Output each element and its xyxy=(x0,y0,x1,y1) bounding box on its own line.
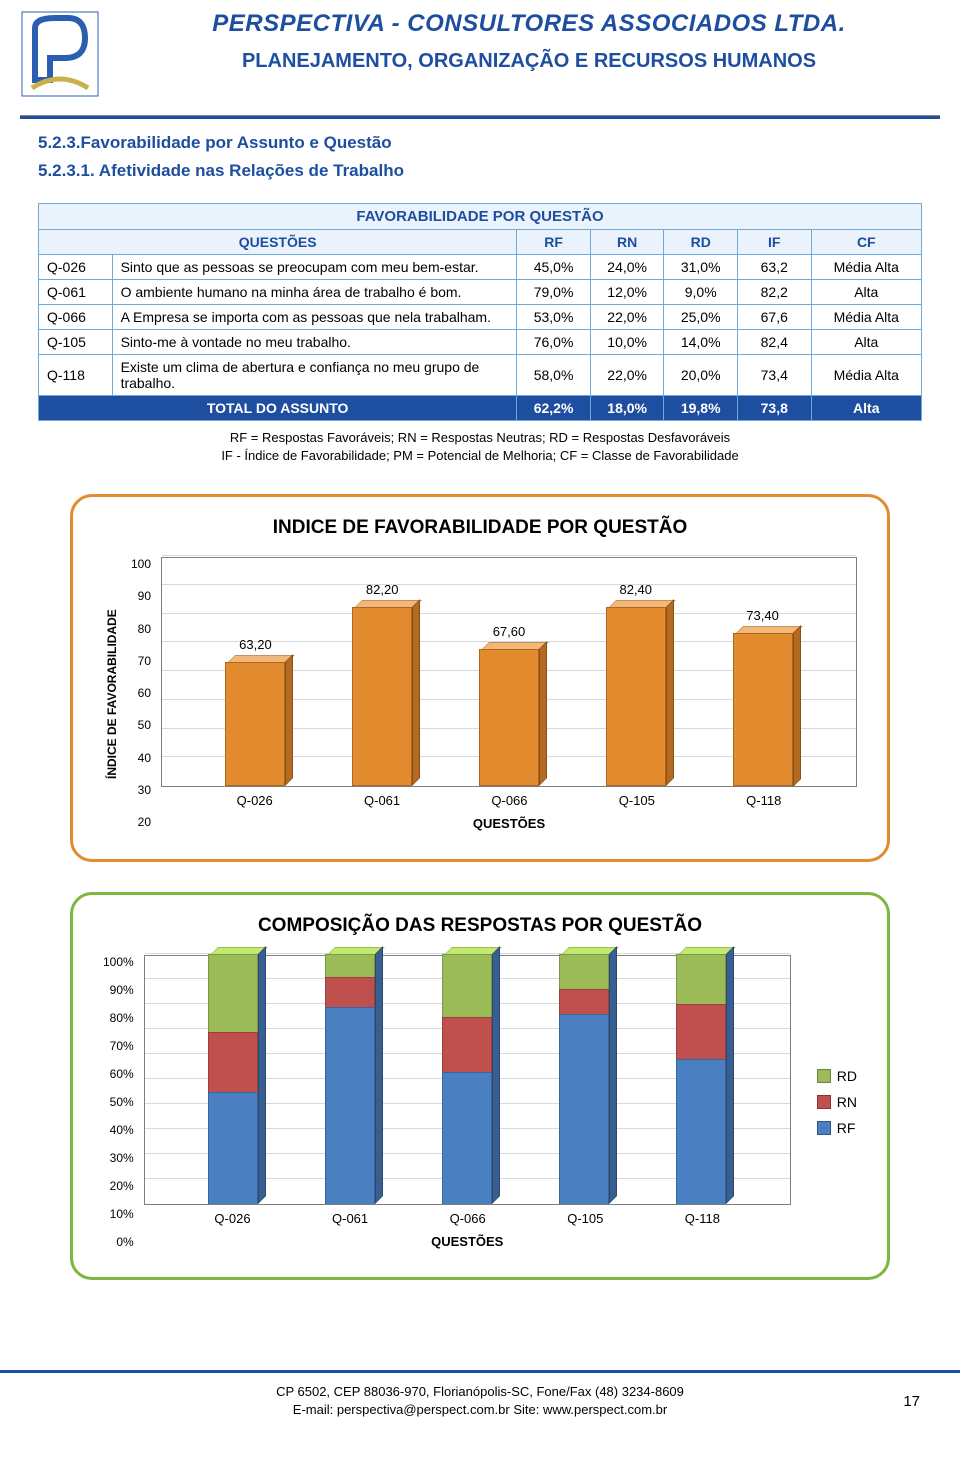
chart1-bar: 67,60 xyxy=(469,649,549,786)
chart2-xlabels: Q-026Q-061Q-066Q-105Q-118 xyxy=(144,1205,791,1226)
chart2-plot xyxy=(144,955,791,1205)
chart-response-composition: COMPOSIÇÃO DAS RESPOSTAS POR QUESTÃO 100… xyxy=(70,892,890,1280)
page-header: PERSPECTIVA - CONSULTORES ASSOCIADOS LTD… xyxy=(0,0,960,119)
favorability-table: FAVORABILIDADE POR QUESTÃO QUESTÕES RF R… xyxy=(38,203,922,421)
chart2-bar xyxy=(427,954,507,1204)
table-header-row: QUESTÕES RF RN RD IF CF xyxy=(39,230,922,255)
chart1-plot: 63,20 82,20 67,60 82,40 73,40 xyxy=(161,557,857,787)
legend-item: RN xyxy=(817,1094,857,1110)
table-row: Q-105Sinto-me à vontade no meu trabalho.… xyxy=(39,330,922,355)
chart1-bar: 82,40 xyxy=(596,607,676,786)
chart2-xlabel: QUESTÕES xyxy=(144,1234,791,1249)
subsection-heading: 5.2.3.1. Afetividade nas Relações de Tra… xyxy=(38,161,922,181)
chart2-bar xyxy=(193,954,273,1204)
th-rf: RF xyxy=(517,230,591,255)
company-logo xyxy=(20,10,100,103)
th-rn: RN xyxy=(590,230,664,255)
chart2-bar xyxy=(544,954,624,1204)
table-note: RF = Respostas Favoráveis; RN = Resposta… xyxy=(38,429,922,464)
chart1-xlabels: Q-026Q-061Q-066Q-105Q-118 xyxy=(161,787,857,808)
chart2-title: COMPOSIÇÃO DAS RESPOSTAS POR QUESTÃO xyxy=(103,915,857,937)
chart1-yaxis: 1009080706050403020 xyxy=(131,557,151,831)
th-cf: CF xyxy=(811,230,921,255)
table-row: Q-066A Empresa se importa com as pessoas… xyxy=(39,305,922,330)
chart1-xlabel: QUESTÕES xyxy=(161,816,857,831)
th-questoes: QUESTÕES xyxy=(39,230,517,255)
page-number: 17 xyxy=(880,1393,920,1410)
table-note-2: IF - Índice de Favorabilidade; PM = Pote… xyxy=(221,448,738,463)
table-note-1: RF = Respostas Favoráveis; RN = Resposta… xyxy=(230,430,730,445)
chart1-bar: 63,20 xyxy=(215,662,295,786)
chart1-bar: 82,20 xyxy=(342,607,422,786)
page-footer: CP 6502, CEP 88036-970, Florianópolis-SC… xyxy=(0,1370,960,1429)
chart2-legend: RD RN RF xyxy=(817,1068,857,1136)
chart1-title: INDICE DE FAVORABILIDADE POR QUESTÃO xyxy=(103,517,857,539)
table-row: Q-061O ambiente humano na minha área de … xyxy=(39,280,922,305)
table-title: FAVORABILIDADE POR QUESTÃO xyxy=(39,204,922,230)
section-heading: 5.2.3.Favorabilidade por Assunto e Quest… xyxy=(38,133,922,153)
chart2-bar xyxy=(310,954,390,1204)
table-row: Q-026Sinto que as pessoas se preocupam c… xyxy=(39,255,922,280)
th-rd: RD xyxy=(664,230,738,255)
chart1-ylabel: ÍNDICE DE FAVORABILIDADE xyxy=(103,557,121,831)
chart2-yaxis: 100%90%80%70%60%50%40%30%20%10%0% xyxy=(103,955,134,1249)
table-total-row: TOTAL DO ASSUNTO62,2%18,0%19,8%73,8Alta xyxy=(39,396,922,421)
chart2-bar xyxy=(661,954,741,1204)
legend-item: RD xyxy=(817,1068,857,1084)
company-subtitle: PLANEJAMENTO, ORGANIZAÇÃO E RECURSOS HUM… xyxy=(118,50,940,73)
footer-text: CP 6502, CEP 88036-970, Florianópolis-SC… xyxy=(80,1383,880,1419)
th-if: IF xyxy=(737,230,811,255)
chart1-bar: 73,40 xyxy=(723,633,803,787)
chart-favorability-index: INDICE DE FAVORABILIDADE POR QUESTÃO ÍND… xyxy=(70,494,890,862)
company-name: PERSPECTIVA - CONSULTORES ASSOCIADOS LTD… xyxy=(118,10,940,38)
legend-item: RF xyxy=(817,1120,857,1136)
table-row: Q-118Existe um clima de abertura e confi… xyxy=(39,355,922,396)
